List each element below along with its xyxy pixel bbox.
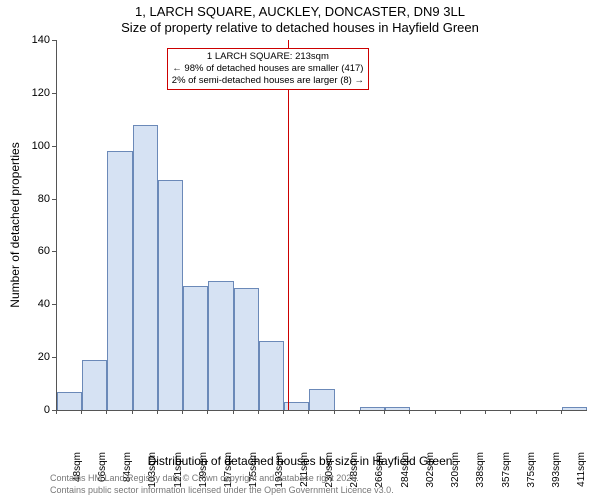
y-tick-label: 20	[10, 351, 50, 363]
x-tick-mark	[233, 410, 234, 414]
x-tick-mark	[207, 410, 208, 414]
histogram-bar	[234, 288, 259, 410]
annotation-line: ← 98% of detached houses are smaller (41…	[172, 63, 364, 75]
annotation-line: 2% of semi-detached houses are larger (8…	[172, 75, 364, 87]
x-tick-mark	[460, 410, 461, 414]
x-tick-mark	[510, 410, 511, 414]
histogram-bar	[82, 360, 107, 410]
histogram-bar	[360, 407, 385, 410]
y-tick-label: 140	[10, 34, 50, 46]
x-tick-mark	[359, 410, 360, 414]
x-tick-mark	[182, 410, 183, 414]
plot-area: 1 LARCH SQUARE: 213sqm← 98% of detached …	[56, 40, 587, 411]
chart-container: 1, LARCH SQUARE, AUCKLEY, DONCASTER, DN9…	[0, 0, 600, 500]
histogram-bar	[183, 286, 208, 410]
x-tick-mark	[409, 410, 410, 414]
annotation-line: 1 LARCH SQUARE: 213sqm	[172, 51, 364, 63]
footer-line2: Contains public sector information licen…	[50, 485, 394, 495]
x-tick-mark	[561, 410, 562, 414]
x-tick-mark	[56, 410, 57, 414]
y-tick-label: 80	[10, 193, 50, 205]
x-tick-mark	[283, 410, 284, 414]
x-tick-mark	[334, 410, 335, 414]
footer-line1: Contains HM Land Registry data © Crown c…	[50, 473, 359, 483]
x-tick-mark	[384, 410, 385, 414]
chart-title-line2: Size of property relative to detached ho…	[0, 20, 600, 35]
x-axis-label: Distribution of detached houses by size …	[0, 454, 600, 468]
x-tick-mark	[106, 410, 107, 414]
x-tick-mark	[308, 410, 309, 414]
x-tick-mark	[81, 410, 82, 414]
reference-line	[288, 40, 289, 410]
histogram-bar	[133, 125, 158, 410]
x-tick-mark	[435, 410, 436, 414]
y-tick-label: 100	[10, 140, 50, 152]
chart-title-line1: 1, LARCH SQUARE, AUCKLEY, DONCASTER, DN9…	[0, 4, 600, 19]
x-tick-mark	[258, 410, 259, 414]
x-tick-mark	[536, 410, 537, 414]
histogram-bar	[309, 389, 334, 410]
x-tick-mark	[485, 410, 486, 414]
y-tick-label: 0	[10, 404, 50, 416]
y-tick-label: 120	[10, 87, 50, 99]
x-tick-mark	[132, 410, 133, 414]
x-tick-mark	[157, 410, 158, 414]
histogram-bar	[562, 407, 587, 410]
annotation-box: 1 LARCH SQUARE: 213sqm← 98% of detached …	[167, 48, 369, 90]
y-tick-label: 40	[10, 298, 50, 310]
histogram-bar	[57, 392, 82, 411]
histogram-bar	[385, 407, 410, 410]
histogram-bar	[259, 341, 284, 410]
y-tick-label: 60	[10, 245, 50, 257]
histogram-bar	[107, 151, 132, 410]
histogram-bar	[158, 180, 183, 410]
histogram-bar	[208, 281, 233, 411]
